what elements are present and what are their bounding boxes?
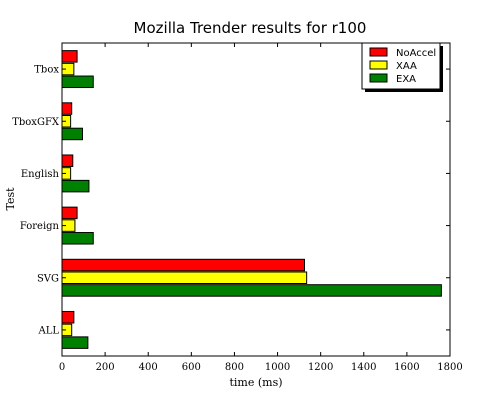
legend-label-noaccel: NoAccel bbox=[396, 48, 436, 59]
bar-exa-tboxgfx bbox=[61, 127, 83, 141]
bar-noaccel-foreign bbox=[61, 206, 78, 220]
x-tick-label: 800 bbox=[225, 362, 244, 373]
legend-swatch-xaa bbox=[369, 60, 388, 70]
y-axis-ticks: Tbox TboxGFX English Foreign SVG ALL bbox=[12, 65, 450, 336]
x-tick-label: 0 bbox=[59, 362, 65, 373]
y-axis-label: Test bbox=[4, 187, 17, 211]
bar-noaccel-all bbox=[61, 310, 75, 324]
x-tick-label: 600 bbox=[182, 362, 201, 373]
chart-title: Mozilla Trender results for r100 bbox=[134, 19, 367, 37]
bar-noaccel-tboxgfx bbox=[61, 102, 73, 115]
y-tick-label-all: ALL bbox=[37, 325, 59, 336]
bar-noaccel-english bbox=[61, 154, 74, 167]
bar-exa-foreign bbox=[61, 232, 94, 245]
legend: NoAccel XAA EXA bbox=[361, 42, 443, 92]
x-axis-label: time (ms) bbox=[229, 376, 282, 389]
y-tick-label-tbox: Tbox bbox=[34, 65, 59, 76]
x-tick-label: 1000 bbox=[265, 362, 290, 373]
plot-frame bbox=[61, 42, 451, 357]
y-tick-label-foreign: Foreign bbox=[20, 221, 60, 232]
bar-exa-svg bbox=[61, 284, 442, 297]
bar-noaccel-tbox bbox=[61, 50, 78, 63]
y-tick-label-english: English bbox=[21, 169, 60, 180]
x-tick-label: 400 bbox=[139, 362, 158, 373]
legend-label-exa: EXA bbox=[396, 74, 416, 85]
x-tick-label: 1400 bbox=[351, 362, 376, 373]
bar-exa-tbox bbox=[61, 75, 94, 89]
bar-exa-english bbox=[61, 179, 90, 193]
x-tick-label: 200 bbox=[96, 362, 115, 373]
y-tick-label-svg: SVG bbox=[37, 273, 59, 284]
x-tick-label: 1200 bbox=[308, 362, 333, 373]
bar-exa-all bbox=[61, 336, 89, 349]
x-tick-label: 1800 bbox=[437, 362, 462, 373]
bar-xaa-svg bbox=[61, 271, 308, 284]
legend-swatch-exa bbox=[369, 73, 388, 83]
x-tick-label: 1600 bbox=[394, 362, 419, 373]
x-axis-ticks: 0 200 400 600 800 1000 1200 1400 1600 1800 bbox=[59, 43, 463, 373]
legend-swatch-noaccel bbox=[369, 47, 388, 57]
y-tick-label-tboxgfx: TboxGFX bbox=[12, 117, 60, 128]
bar-noaccel-svg bbox=[61, 258, 305, 272]
bars-layer bbox=[61, 50, 442, 349]
legend-label-xaa: XAA bbox=[396, 61, 417, 72]
